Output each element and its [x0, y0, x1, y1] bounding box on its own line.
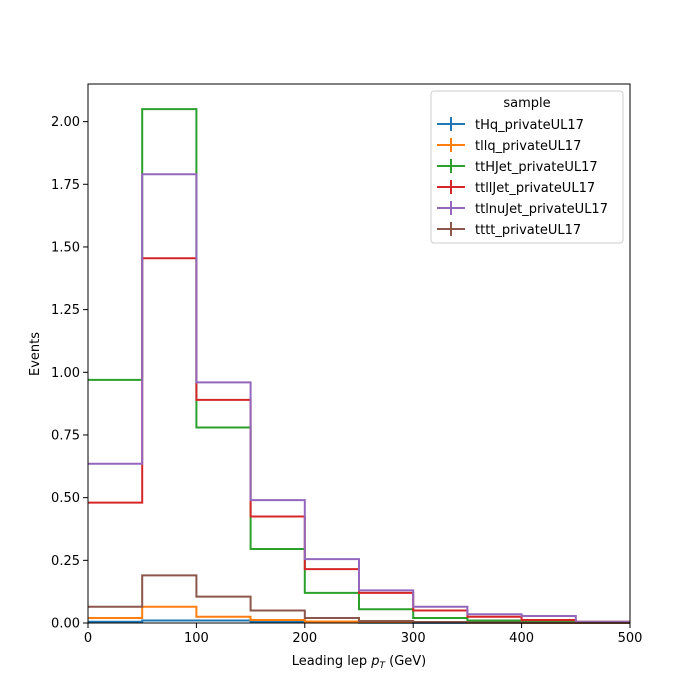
- y-tick-label: 1.00: [51, 366, 80, 381]
- legend-label: tllq_privateUL17: [475, 139, 581, 154]
- legend-label: ttllJet_privateUL17: [475, 181, 595, 196]
- legend-entry: ttllJet_privateUL17: [437, 180, 595, 196]
- legend-title: sample: [503, 96, 550, 111]
- y-tick-label: 1.25: [51, 303, 80, 318]
- y-axis-title: Events: [28, 332, 43, 376]
- legend-frame: [430, 90, 624, 244]
- x-tick-label: 300: [401, 631, 426, 646]
- legend-entry: ttlnuJet_privateUL17: [437, 201, 608, 217]
- y-tick-label: 0.25: [51, 554, 80, 569]
- y-tick-label: 1.75: [51, 178, 80, 193]
- x-tick-label: 200: [292, 631, 317, 646]
- x-axis-ticks: 0 100 200 300 400 500: [84, 623, 643, 646]
- y-axis-ticks: 0.00 0.25 0.50 0.75 1.00 1.25 1.50 1.75 2.00: [51, 115, 88, 632]
- x-tick-label: 100: [184, 631, 209, 646]
- series-line-4: [88, 173, 630, 623]
- x-tick-label: 0: [84, 631, 92, 646]
- legend-label: tHq_privateUL17: [475, 118, 584, 133]
- legend: sample tHq_privateUL17 tllq_privateUL17tt…: [430, 90, 624, 244]
- y-tick-label: 1.50: [51, 240, 80, 255]
- x-tick-label: 500: [618, 631, 643, 646]
- y-tick-label: 2.00: [51, 115, 80, 130]
- y-tick-label: 0.00: [51, 617, 80, 632]
- plot-frame: [87, 83, 631, 624]
- y-tick-label: 0.50: [51, 491, 80, 506]
- legend-entry: tllq_privateUL17: [437, 138, 581, 154]
- legend-label: ttHJet_privateUL17: [475, 160, 598, 175]
- legend-entry: tHq_privateUL17: [437, 117, 584, 133]
- legend-entry: tttt_privateUL17: [437, 222, 581, 238]
- x-tick-label: 400: [509, 631, 534, 646]
- legend-label: tttt_privateUL17: [475, 223, 581, 238]
- legend-entries: tHq_privateUL17 tllq_privateUL17 ttHJet_pr…: [437, 117, 608, 238]
- y-tick-label: 0.75: [51, 428, 80, 443]
- x-axis-title: Leading lep pT (GeV): [292, 654, 426, 671]
- legend-label: ttlnuJet_privateUL17: [475, 202, 608, 217]
- legend-entry: ttHJet_privateUL17: [437, 159, 598, 175]
